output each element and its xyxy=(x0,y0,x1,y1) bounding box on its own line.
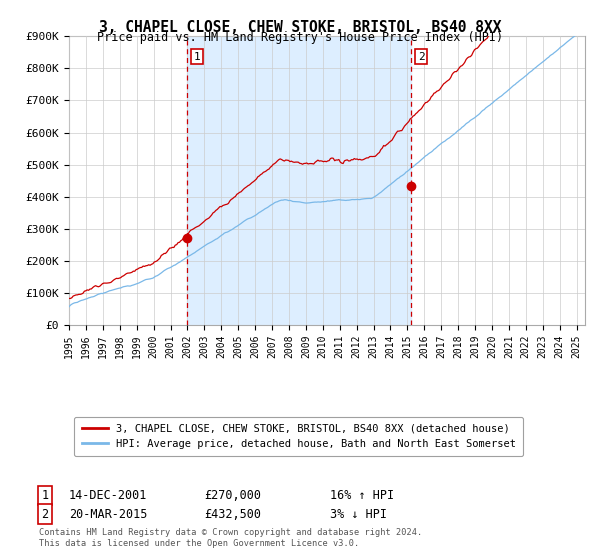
Text: £432,500: £432,500 xyxy=(204,507,261,521)
Text: 3% ↓ HPI: 3% ↓ HPI xyxy=(330,507,387,521)
Text: Contains HM Land Registry data © Crown copyright and database right 2024.
This d: Contains HM Land Registry data © Crown c… xyxy=(39,528,422,548)
Text: Price paid vs. HM Land Registry's House Price Index (HPI): Price paid vs. HM Land Registry's House … xyxy=(97,31,503,44)
Text: £270,000: £270,000 xyxy=(204,489,261,502)
Text: 14-DEC-2001: 14-DEC-2001 xyxy=(69,489,148,502)
Text: 16% ↑ HPI: 16% ↑ HPI xyxy=(330,489,394,502)
Text: 2: 2 xyxy=(418,52,425,62)
Legend: 3, CHAPEL CLOSE, CHEW STOKE, BRISTOL, BS40 8XX (detached house), HPI: Average pr: 3, CHAPEL CLOSE, CHEW STOKE, BRISTOL, BS… xyxy=(74,417,523,456)
Text: 1: 1 xyxy=(193,52,200,62)
Text: 2: 2 xyxy=(41,507,49,521)
Text: 3, CHAPEL CLOSE, CHEW STOKE, BRISTOL, BS40 8XX: 3, CHAPEL CLOSE, CHEW STOKE, BRISTOL, BS… xyxy=(99,20,501,35)
Text: 1: 1 xyxy=(41,489,49,502)
Bar xyxy=(187,36,411,325)
Text: 20-MAR-2015: 20-MAR-2015 xyxy=(69,507,148,521)
